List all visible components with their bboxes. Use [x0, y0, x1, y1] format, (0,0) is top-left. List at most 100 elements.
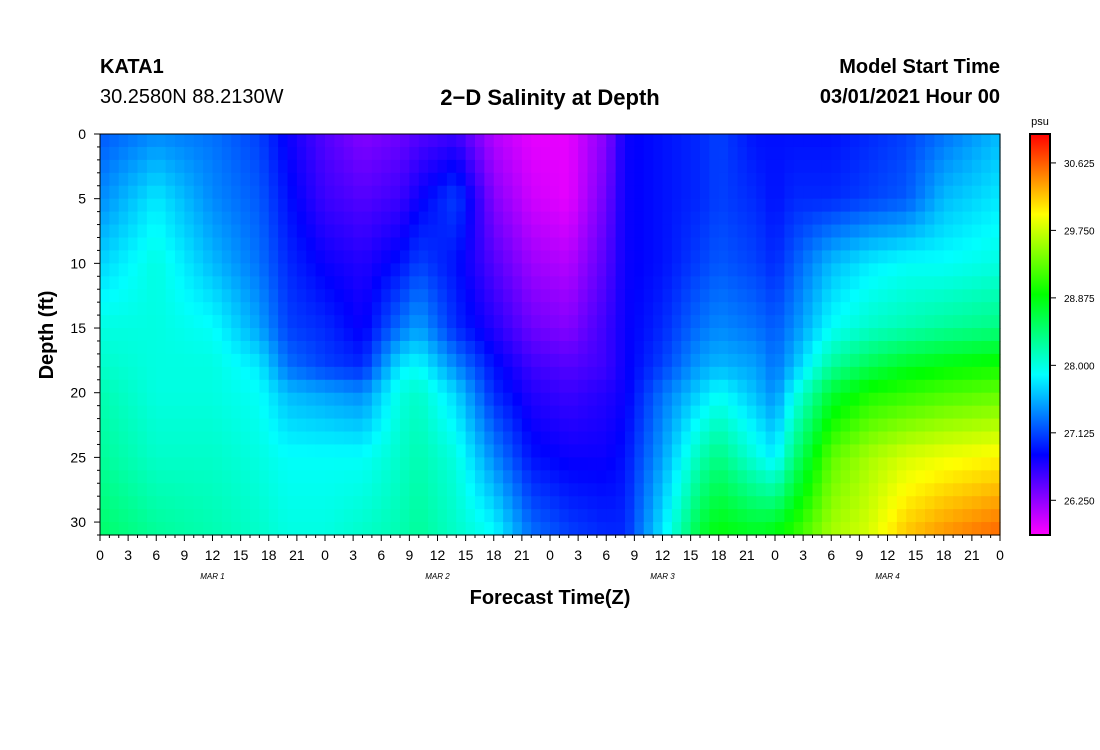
heatmap-cell [175, 366, 185, 381]
heatmap-cell [175, 198, 185, 213]
x-tick-label: 12 [655, 547, 671, 563]
heatmap-cell [578, 353, 589, 368]
heatmap-cell [821, 263, 832, 277]
heatmap-cell [887, 379, 898, 394]
heatmap-cell [493, 405, 504, 420]
heatmap-cell [990, 392, 1001, 407]
heatmap-cell [381, 146, 392, 161]
heatmap-cell [915, 315, 926, 329]
heatmap-cell [793, 522, 804, 536]
heatmap-cell [596, 405, 607, 420]
colorbar-gradient [1029, 133, 1051, 536]
heatmap-cell [606, 496, 617, 510]
heatmap-cell [971, 353, 982, 368]
heatmap-cell [156, 224, 167, 239]
heatmap-cell [381, 328, 392, 342]
heatmap-cell [559, 328, 570, 342]
heatmap-cell [240, 418, 251, 433]
heatmap-cell [643, 405, 654, 420]
heatmap-cell [625, 483, 635, 497]
heatmap-cell [137, 392, 148, 407]
heatmap-cell [981, 470, 992, 484]
heatmap-cell [756, 146, 767, 161]
heatmap-cell [625, 237, 635, 252]
heatmap-cell [137, 457, 148, 471]
heatmap-cell [793, 211, 804, 226]
heatmap-cell [250, 353, 260, 368]
heatmap-cell [859, 146, 870, 161]
heatmap-cell [596, 250, 607, 264]
heatmap-cell [775, 392, 785, 407]
heatmap-cell [568, 470, 579, 484]
heatmap-cell [503, 379, 514, 394]
heatmap-cell [821, 237, 832, 252]
heatmap-cell [287, 276, 298, 290]
heatmap-cell [690, 418, 701, 433]
heatmap-cell [503, 237, 514, 252]
heatmap-cell [756, 328, 767, 342]
heatmap-cell [278, 509, 289, 523]
heatmap-cell [643, 289, 654, 303]
heatmap-cell [606, 522, 617, 536]
heatmap-cell [287, 366, 298, 381]
heatmap-cell [559, 353, 570, 368]
heatmap-cell [765, 198, 776, 213]
heatmap-cell [296, 392, 307, 407]
heatmap-cell [212, 418, 223, 433]
heatmap-cell [784, 470, 795, 484]
heatmap-cell [100, 457, 110, 471]
heatmap-cell [559, 483, 570, 497]
heatmap-cell [240, 134, 251, 148]
heatmap-cell [925, 392, 935, 407]
heatmap-cell [165, 185, 176, 200]
heatmap-cell [221, 379, 232, 394]
heatmap-cell [175, 263, 185, 277]
heatmap-cell [934, 250, 945, 264]
heatmap-cell [775, 405, 785, 420]
heatmap-cell [793, 315, 804, 329]
heatmap-cell [165, 276, 176, 290]
heatmap-cell [746, 172, 757, 187]
heatmap-cell [446, 328, 457, 342]
x-tick-label: 21 [514, 547, 530, 563]
heatmap-cell [925, 379, 935, 394]
heatmap-cell [381, 392, 392, 407]
heatmap-cell [746, 134, 757, 148]
heatmap-cell [371, 146, 382, 161]
heatmap-cell [634, 315, 645, 329]
heatmap-cell [859, 263, 870, 277]
heatmap-cell [765, 237, 776, 252]
heatmap-cell [184, 172, 195, 187]
heatmap-cell [212, 353, 223, 368]
heatmap-cell [175, 211, 185, 226]
heatmap-cell [109, 379, 120, 394]
heatmap-cell [775, 457, 785, 471]
heatmap-cell [812, 198, 823, 213]
heatmap-cell [306, 328, 317, 342]
heatmap-cell [559, 366, 570, 381]
heatmap-cell [821, 405, 832, 420]
heatmap-cell [578, 250, 589, 264]
heatmap-cell [175, 289, 185, 303]
heatmap-cell [250, 379, 260, 394]
heatmap-cell [287, 470, 298, 484]
heatmap-cell [268, 418, 279, 433]
heatmap-cell [278, 379, 289, 394]
heatmap-cell [362, 276, 373, 290]
heatmap-cell [718, 172, 729, 187]
heatmap-cell [437, 134, 448, 148]
heatmap-cell [634, 470, 645, 484]
heatmap-cell [559, 289, 570, 303]
heatmap-cell [653, 211, 664, 226]
heatmap-cell [362, 522, 373, 536]
heatmap-cell [203, 444, 214, 458]
heatmap-cell [156, 185, 167, 200]
heatmap-cell [371, 405, 382, 420]
heatmap-cell [484, 405, 495, 420]
heatmap-cell [793, 509, 804, 523]
heatmap-cell [887, 159, 898, 174]
heatmap-cell [850, 237, 860, 252]
heatmap-cell [100, 263, 110, 277]
heatmap-cell [521, 198, 532, 213]
heatmap-cell [990, 237, 1001, 252]
